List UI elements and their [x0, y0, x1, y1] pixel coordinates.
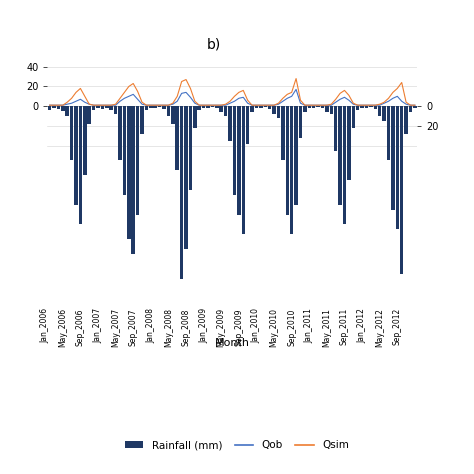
- Bar: [70, 106, 73, 160]
- Bar: [92, 106, 95, 110]
- Bar: [334, 106, 337, 151]
- Bar: [259, 106, 263, 108]
- Bar: [299, 106, 302, 138]
- Bar: [321, 106, 324, 108]
- Bar: [154, 106, 157, 108]
- Bar: [52, 106, 56, 108]
- Bar: [264, 106, 267, 107]
- Bar: [374, 106, 377, 109]
- Bar: [87, 106, 91, 124]
- Bar: [118, 106, 122, 160]
- Bar: [378, 106, 382, 116]
- Bar: [308, 106, 311, 108]
- Bar: [277, 106, 280, 118]
- Bar: [356, 106, 359, 110]
- Bar: [189, 106, 192, 190]
- Bar: [268, 106, 272, 109]
- Bar: [329, 106, 333, 114]
- Bar: [162, 106, 166, 109]
- Bar: [114, 106, 118, 114]
- Bar: [61, 106, 64, 111]
- Bar: [127, 106, 131, 239]
- Bar: [131, 106, 135, 254]
- Bar: [145, 106, 148, 110]
- Bar: [167, 106, 170, 116]
- Bar: [96, 106, 100, 108]
- Bar: [57, 106, 60, 109]
- Bar: [409, 106, 412, 112]
- Bar: [237, 106, 241, 215]
- Bar: [105, 106, 109, 108]
- Bar: [202, 106, 205, 108]
- Bar: [250, 106, 254, 112]
- Legend: Rainfall (mm), Qob, Qsim: Rainfall (mm), Qob, Qsim: [120, 436, 354, 455]
- Bar: [100, 106, 104, 109]
- Bar: [83, 106, 87, 175]
- Bar: [241, 106, 245, 234]
- Bar: [352, 106, 355, 128]
- Bar: [246, 106, 249, 144]
- Bar: [175, 106, 179, 170]
- Bar: [272, 106, 276, 114]
- Bar: [387, 106, 390, 160]
- Bar: [123, 106, 126, 195]
- Bar: [325, 106, 328, 112]
- Bar: [158, 106, 161, 107]
- Bar: [140, 106, 144, 134]
- Bar: [193, 106, 197, 128]
- Bar: [281, 106, 284, 160]
- Bar: [338, 106, 342, 205]
- Bar: [136, 106, 139, 215]
- Text: Month: Month: [215, 338, 250, 348]
- Bar: [206, 106, 210, 108]
- Bar: [219, 106, 223, 112]
- Bar: [79, 106, 82, 225]
- Bar: [316, 106, 320, 107]
- Bar: [312, 106, 315, 108]
- Bar: [400, 106, 403, 274]
- Bar: [294, 106, 298, 205]
- Bar: [343, 106, 346, 225]
- Bar: [290, 106, 293, 234]
- Bar: [360, 106, 364, 108]
- Bar: [149, 106, 153, 108]
- Bar: [285, 106, 289, 215]
- Bar: [65, 106, 69, 116]
- Bar: [391, 106, 395, 210]
- Bar: [215, 106, 219, 108]
- Bar: [383, 106, 386, 121]
- Bar: [347, 106, 351, 180]
- Bar: [233, 106, 236, 195]
- Bar: [395, 106, 399, 229]
- Bar: [74, 106, 78, 205]
- Bar: [184, 106, 188, 249]
- Bar: [48, 106, 51, 110]
- Bar: [228, 106, 232, 141]
- Bar: [404, 106, 408, 134]
- Bar: [413, 106, 417, 108]
- Bar: [365, 106, 368, 108]
- Bar: [109, 106, 113, 110]
- Bar: [198, 106, 201, 110]
- Bar: [180, 106, 183, 279]
- Bar: [255, 106, 258, 108]
- Bar: [224, 106, 228, 116]
- Title: b): b): [207, 37, 221, 52]
- Bar: [210, 106, 214, 107]
- Bar: [171, 106, 174, 124]
- Bar: [369, 106, 373, 107]
- Bar: [303, 106, 307, 112]
